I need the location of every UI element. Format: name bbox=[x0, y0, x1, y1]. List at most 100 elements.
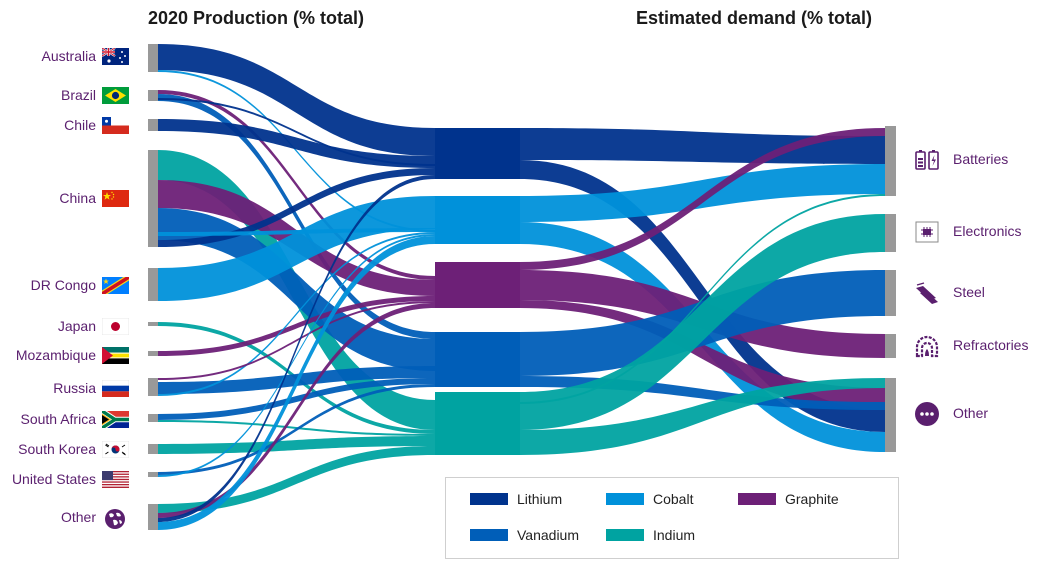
source-node-united-states bbox=[148, 472, 158, 477]
flow-brazil-to-graphite bbox=[158, 90, 435, 280]
flag-south-africa bbox=[102, 411, 129, 428]
source-node-japan bbox=[148, 322, 158, 326]
flow-dr-congo-to-cobalt bbox=[158, 196, 435, 301]
source-label-south-africa: South Africa bbox=[20, 411, 97, 427]
source-label-russia: Russia bbox=[53, 380, 96, 396]
flow-united-states-to-cobalt bbox=[158, 234, 435, 477]
flag-china bbox=[102, 190, 129, 207]
flow-brazil-to-vanadium bbox=[158, 94, 435, 339]
flow-australia-to-lithium bbox=[158, 44, 435, 156]
flow-australia-to-cobalt bbox=[158, 70, 435, 232]
legend-swatch-graphite bbox=[738, 493, 776, 505]
mineral-band-vanadium bbox=[435, 332, 520, 387]
destination-node-refractories bbox=[885, 334, 896, 358]
flow-russia-to-cobalt bbox=[158, 232, 435, 396]
source-node-china bbox=[148, 150, 158, 247]
source-node-russia bbox=[148, 378, 158, 396]
legend-swatch-cobalt bbox=[606, 493, 644, 505]
more-icon bbox=[915, 402, 939, 426]
source-label-japan: Japan bbox=[57, 318, 96, 334]
legend-label-graphite: Graphite bbox=[785, 491, 839, 507]
battery-icon bbox=[915, 150, 939, 170]
flow-other-to-graphite bbox=[158, 303, 435, 518]
source-node-dr-congo bbox=[148, 268, 158, 301]
destination-node-batteries bbox=[885, 126, 896, 196]
flag-mozambique bbox=[102, 347, 129, 364]
destination-node-steel bbox=[885, 270, 896, 316]
flow-links bbox=[158, 44, 885, 530]
source-label-south-korea: South Korea bbox=[18, 441, 96, 457]
legend-item-lithium: Lithium bbox=[470, 491, 562, 507]
source-node-mozambique bbox=[148, 351, 158, 356]
source-label-china: China bbox=[59, 190, 96, 206]
legend-label-cobalt: Cobalt bbox=[653, 491, 694, 507]
legend-label-indium: Indium bbox=[653, 527, 696, 543]
production-header: 2020 Production (% total) bbox=[148, 8, 365, 28]
flow-indium-to-other bbox=[520, 378, 885, 455]
mineral-band-cobalt bbox=[435, 196, 520, 244]
flag-australia bbox=[102, 48, 129, 65]
flow-other-to-lithium bbox=[158, 175, 435, 522]
dest-label-refractories: Refractories bbox=[953, 337, 1029, 353]
source-label-australia: Australia bbox=[41, 48, 96, 64]
source-label-dr-congo: DR Congo bbox=[30, 277, 96, 293]
legend: Lithium Cobalt Graphite Vanadium Indium bbox=[445, 477, 899, 559]
legend-swatch-lithium bbox=[470, 493, 508, 505]
source-node-chile bbox=[148, 119, 158, 131]
flag-russia bbox=[102, 380, 129, 397]
mineral-band-lithium bbox=[435, 128, 520, 179]
mineral-band-indium bbox=[435, 392, 520, 455]
flow-indium-to-batteries bbox=[520, 194, 885, 404]
destination-node-other bbox=[885, 378, 896, 452]
flow-chile-to-lithium bbox=[158, 119, 435, 168]
flow-south-africa-to-vanadium bbox=[158, 378, 435, 420]
destination-node-electronics bbox=[885, 214, 896, 252]
furnace-icon bbox=[915, 335, 939, 358]
legend-item-graphite: Graphite bbox=[738, 491, 839, 507]
chip-icon bbox=[915, 221, 939, 243]
dest-label-electronics: Electronics bbox=[953, 223, 1022, 239]
legend-item-indium: Indium bbox=[606, 527, 695, 543]
legend-item-vanadium: Vanadium bbox=[470, 527, 579, 543]
source-label-brazil: Brazil bbox=[60, 87, 96, 103]
flow-russia-to-graphite bbox=[158, 301, 435, 380]
source-node-australia bbox=[148, 44, 158, 72]
legend-item-cobalt: Cobalt bbox=[606, 491, 693, 507]
source-node-south-korea bbox=[148, 444, 158, 454]
flow-graphite-to-batteries bbox=[520, 128, 885, 270]
flow-china-to-lithium bbox=[158, 168, 435, 247]
source-label-other: Other bbox=[60, 509, 96, 525]
legend-swatch-indium bbox=[606, 529, 644, 541]
flag-united-states bbox=[102, 471, 129, 488]
steel-beams-icon bbox=[916, 282, 938, 304]
flow-china-to-vanadium bbox=[158, 208, 435, 371]
source-node-brazil bbox=[148, 90, 158, 101]
flow-other-to-cobalt bbox=[158, 236, 435, 530]
mineral-band-graphite bbox=[435, 262, 520, 308]
flag-dr-congo bbox=[102, 277, 129, 294]
node-bars bbox=[148, 44, 896, 530]
demand-header: Estimated demand (% total) bbox=[636, 8, 873, 28]
source-label-united-states: United States bbox=[11, 471, 96, 487]
source-label-chile: Chile bbox=[64, 117, 96, 133]
source-node-other bbox=[148, 504, 158, 530]
flag-south-korea bbox=[102, 441, 129, 458]
flow-mozambique-to-graphite bbox=[158, 296, 435, 356]
source-label-mozambique: Mozambique bbox=[15, 347, 96, 363]
globe-icon bbox=[105, 509, 125, 529]
source-node-south-africa bbox=[148, 414, 158, 422]
flag-japan bbox=[102, 318, 129, 335]
flag-chile bbox=[102, 117, 129, 134]
flag-brazil bbox=[102, 87, 129, 104]
dest-label-steel: Steel bbox=[953, 284, 985, 300]
flow-lithium-to-batteries bbox=[520, 128, 885, 164]
flow-lithium-to-other bbox=[520, 160, 885, 432]
flow-cobalt-to-batteries bbox=[520, 164, 885, 222]
legend-label-vanadium: Vanadium bbox=[517, 527, 580, 543]
flow-brazil-to-lithium bbox=[158, 98, 435, 166]
flow-other-to-indium bbox=[158, 446, 435, 513]
dest-label-other: Other bbox=[953, 405, 989, 421]
flow-indium-to-electronics bbox=[520, 214, 885, 430]
